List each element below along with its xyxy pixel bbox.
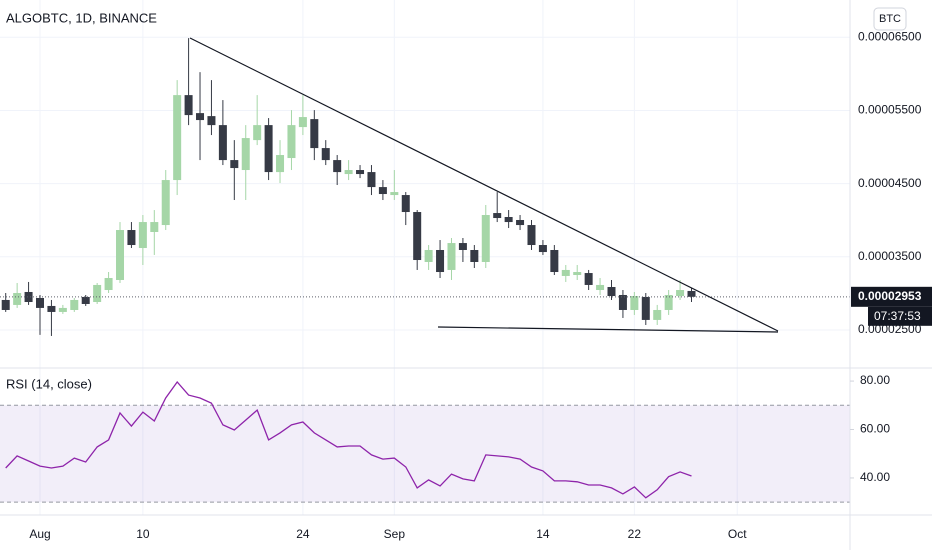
candle-body: [561, 269, 570, 276]
candle-body: [436, 249, 445, 273]
candle-body: [618, 294, 627, 310]
last-price-label: 0.00002953: [858, 289, 922, 303]
candle-body: [664, 294, 673, 310]
candle-body: [401, 195, 410, 213]
indicator-title: RSI (14, close): [6, 376, 92, 391]
candle-body: [413, 212, 422, 261]
candle-body: [344, 170, 353, 175]
last-price-box: [851, 286, 932, 307]
trendline: [189, 37, 779, 332]
currency-button[interactable]: [873, 7, 907, 31]
axes: Aug 10 24 Sep 14 22 Oct 0.00006500 0.00005500 0.0…: [29, 29, 932, 541]
candle-body: [24, 291, 33, 303]
candle-body: [333, 160, 342, 173]
countdown-label: 07:37:53: [874, 309, 921, 323]
candle-body: [458, 243, 467, 250]
grid: [0, 0, 850, 515]
x-tick-label: 14: [536, 527, 550, 541]
y-tick-label: 0.00003500: [858, 249, 922, 263]
candle-body: [550, 249, 559, 273]
chart-title: ALGOBTC, 1D, BINANCE: [6, 10, 157, 25]
x-tick-label: Aug: [29, 527, 50, 541]
candle-body: [81, 296, 90, 304]
candle-body: [93, 284, 102, 303]
candle-body: [230, 160, 239, 169]
candle-body: [70, 299, 79, 310]
candle-body: [127, 230, 136, 246]
candle-body: [276, 155, 285, 173]
y-tick-label: 60.00: [860, 422, 890, 436]
trendline: [437, 326, 779, 333]
y-tick-label: 0.00004500: [858, 176, 922, 190]
candle-body: [321, 148, 330, 161]
candle-body: [184, 95, 193, 116]
candle-body: [13, 293, 22, 305]
candle-body: [116, 230, 125, 280]
x-tick-label: Oct: [728, 527, 747, 541]
candle-body: [310, 119, 319, 149]
candle-body: [1, 299, 10, 310]
rsi-line: [5, 380, 692, 499]
candle-body: [424, 249, 433, 262]
candle-body: [36, 297, 44, 308]
x-tick-label: 22: [628, 527, 642, 541]
candle-body: [264, 125, 273, 173]
candle-body: [173, 95, 182, 181]
candle-body: [390, 192, 399, 196]
candle-body: [104, 278, 113, 291]
x-tick-label: Sep: [384, 527, 406, 541]
candle-body: [378, 187, 387, 195]
candle-body: [253, 125, 262, 141]
rsi-band: [0, 405, 850, 503]
candle-body: [218, 125, 227, 161]
candle-body: [196, 113, 205, 121]
candle-body: [356, 170, 365, 175]
candle-body: [161, 180, 170, 226]
y-tick-label: 0.00006500: [858, 29, 922, 43]
candle-body: [481, 215, 490, 262]
candle-body: [298, 117, 307, 128]
y-tick-label: 0.00005500: [858, 103, 922, 117]
candle-body: [367, 172, 376, 188]
candle-body: [58, 307, 67, 312]
candle-body: [138, 222, 147, 249]
candle-body: [504, 216, 513, 223]
candle-body: [596, 284, 605, 291]
countdown-box: [868, 306, 932, 326]
candle-body: [241, 138, 250, 171]
candle-body: [207, 116, 216, 126]
y-tick-label: 80.00: [860, 373, 890, 387]
candle-body: [447, 243, 456, 270]
currency-label[interactable]: BTC: [879, 13, 901, 25]
candle-body: [470, 249, 479, 262]
candle-body: [630, 296, 639, 310]
candle-body: [47, 305, 56, 312]
candle-body: [287, 125, 296, 159]
candle-body: [527, 225, 536, 246]
candle-body: [493, 213, 502, 219]
candle-body: [653, 309, 662, 320]
candle-body: [676, 290, 685, 297]
candle-body: [573, 272, 582, 276]
x-tick-label: 24: [296, 527, 310, 541]
candle-body: [641, 296, 650, 320]
candle-body: [150, 222, 159, 232]
candle-body: [516, 219, 525, 226]
candle-body: [607, 287, 616, 297]
y-tick-label: 40.00: [860, 470, 890, 484]
candle-body: [584, 273, 593, 285]
plot: [0, 38, 850, 499]
x-tick-label: 10: [136, 527, 150, 541]
candle-body: [687, 290, 696, 297]
candle-body: [538, 245, 547, 253]
